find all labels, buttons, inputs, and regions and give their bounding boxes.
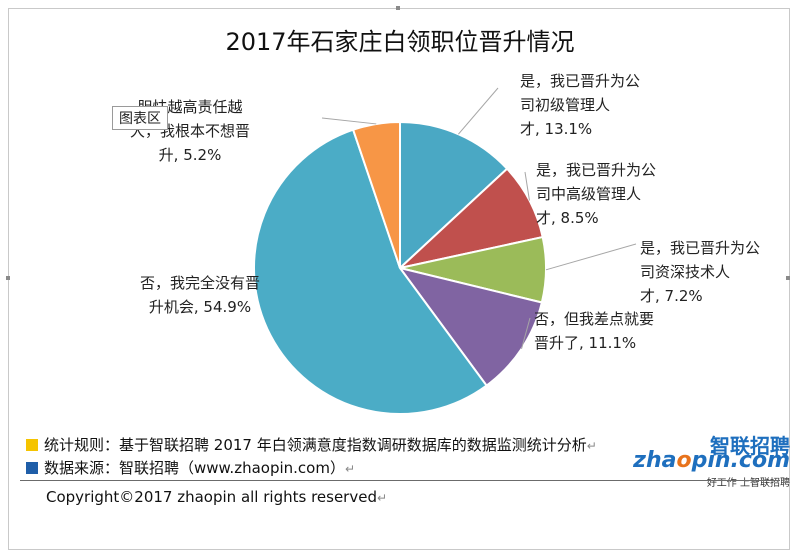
data-label-3[interactable]: 否，但我差点就要晋升了, 11.1% [534,310,654,352]
footer-divider [20,480,780,481]
paragraph-mark: ↵ [344,462,356,476]
data-label-2[interactable]: 是，我已晋升为公司资深技术人才, 7.2% [640,239,760,305]
data-label-4[interactable]: 否，我完全没有晋升机会, 54.9% [140,274,260,316]
data-source-note: 数据来源：智联招聘（www.zhaopin.com）↵ [26,457,355,478]
copyright-text: Copyright©2017 zhaopin all rights reserv… [46,488,388,506]
stat-rule-text: 统计规则：基于智联招聘 2017 年白领满意度指数调研数据库的数据监测统计分析 [44,436,587,454]
leader-line-0 [458,87,499,135]
logo-brand-text: 智联招聘 [710,434,790,458]
resize-handle-left[interactable] [6,276,10,280]
chart-area-tooltip: 图表区 [112,106,168,130]
leader-line-3 [521,317,531,350]
data-source-text: 数据来源：智联招聘（www.zhaopin.com） [44,459,345,477]
leader-line-2 [545,243,637,271]
logo-domain-text: zhaopin.com [633,448,790,473]
data-label-1[interactable]: 是，我已晋升为公司中高级管理人才, 8.5% [536,161,656,227]
paragraph-mark: ↵ [586,439,597,453]
logo-slogan-text: 好工作 上智联招聘 [706,478,790,489]
resize-handle-right[interactable] [786,276,790,280]
zhaopin-logo: 智联招聘 zhaopin.com 好工作 上智联招聘 [633,430,790,489]
resize-handle-top[interactable] [396,6,400,10]
data-label-0[interactable]: 是，我已晋升为公司初级管理人才, 13.1% [520,72,640,138]
yellow-square-icon [26,439,38,451]
leader-line-1 [524,171,530,201]
pie-slice-5[interactable] [351,120,401,269]
pie-slice-4[interactable] [253,128,488,415]
chart-title: 2017年石家庄白领职位晋升情况 [225,28,575,56]
stat-rule-note: 统计规则：基于智联招聘 2017 年白领满意度指数调研数据库的数据监测统计分析↵ [26,434,597,455]
leader-line-5 [321,117,377,125]
blue-square-icon [26,462,38,474]
